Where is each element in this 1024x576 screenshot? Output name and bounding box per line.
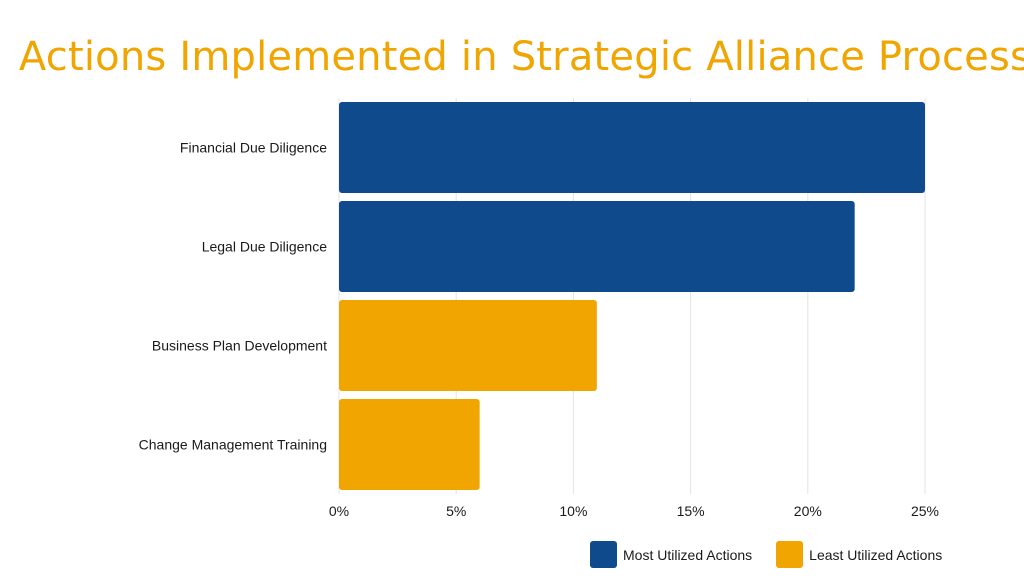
bar-0 bbox=[339, 102, 925, 193]
x-tick-label-4: 20% bbox=[794, 503, 822, 519]
legend-label-least-utilized: Least Utilized Actions bbox=[809, 546, 943, 563]
x-tick-label-3: 15% bbox=[677, 503, 705, 519]
chart-title: Actions Implemented in Strategic Allianc… bbox=[18, 34, 1024, 80]
legend-swatch-most-utilized bbox=[590, 541, 617, 568]
x-tick-label-1: 5% bbox=[446, 503, 466, 519]
legend-item-least-utilized: Least Utilized Actions bbox=[776, 541, 942, 568]
legend-item-most-utilized: Most Utilized Actions bbox=[590, 541, 752, 568]
x-tick-label-5: 25% bbox=[911, 503, 939, 519]
bar-2 bbox=[339, 300, 597, 391]
bar-1 bbox=[339, 201, 855, 292]
category-label-1: Legal Due Diligence bbox=[202, 239, 328, 255]
legend-swatch-least-utilized bbox=[776, 541, 804, 568]
x-tick-label-2: 10% bbox=[559, 503, 587, 519]
chart-legend: Most Utilized Actions Least Utilized Act… bbox=[590, 541, 942, 568]
bar-3 bbox=[339, 399, 480, 490]
category-label-3: Change Management Training bbox=[139, 437, 327, 453]
category-label-0: Financial Due Diligence bbox=[180, 140, 327, 156]
category-label-2: Business Plan Development bbox=[152, 338, 327, 354]
legend-label-most-utilized: Most Utilized Actions bbox=[623, 546, 753, 563]
x-tick-label-0: 0% bbox=[329, 503, 349, 519]
